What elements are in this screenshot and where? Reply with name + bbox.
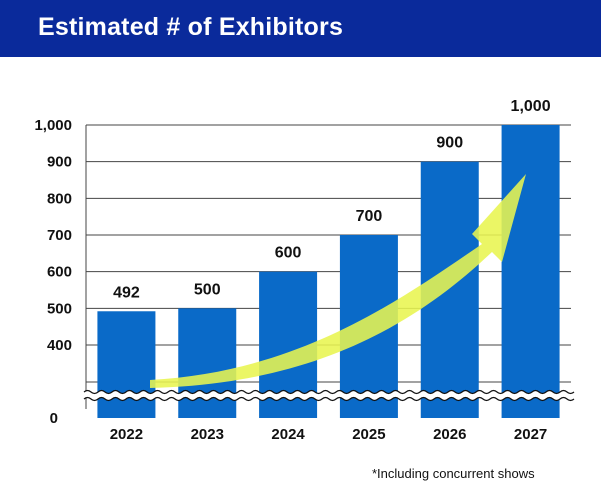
bar-2023 — [178, 308, 237, 418]
data-label: 1,000 — [511, 98, 551, 115]
data-label: 700 — [356, 208, 383, 225]
x-tick-label: 2027 — [514, 426, 547, 443]
trend-arrow — [150, 174, 526, 388]
y-tick-label: 600 — [47, 264, 72, 281]
y-tick-label: 800 — [47, 190, 72, 207]
x-tick-label: 2024 — [271, 426, 305, 443]
data-label: 900 — [436, 135, 463, 152]
x-tick-label: 2022 — [110, 426, 143, 443]
data-label: 500 — [194, 281, 221, 298]
x-tick-label: 2025 — [352, 426, 385, 443]
axis-break-band — [84, 390, 574, 401]
trend-arrow-shape — [150, 174, 526, 388]
axis-break — [83, 389, 575, 402]
chart-title: Estimated # of Exhibitors — [38, 13, 344, 41]
y-tick-label: 700 — [47, 227, 72, 244]
labels: 400 500 600 700 800 900 1,000 0 2022 2023 2024 2025… — [34, 98, 550, 443]
data-label: 600 — [275, 245, 302, 262]
y-tick-label: 900 — [47, 154, 72, 171]
y-tick-label: 400 — [47, 337, 72, 354]
x-tick-label: 2026 — [433, 426, 466, 443]
axis-break-line-top — [83, 389, 575, 395]
axis-break-line-bottom — [83, 396, 575, 402]
bar-2022 — [97, 311, 156, 418]
bar-chart: 400 500 600 700 800 900 1,000 0 2022 2023 2024 2025… — [34, 98, 575, 443]
y-zero-label: 0 — [50, 410, 58, 427]
x-tick-label: 2023 — [191, 426, 224, 443]
y-tick-label: 1,000 — [34, 117, 72, 134]
bar-2027 — [501, 125, 560, 418]
grid-lines — [85, 124, 571, 409]
data-label: 492 — [113, 284, 140, 301]
header-bar: Estimated # of Exhibitors — [0, 0, 601, 57]
footnote: *Including concurrent shows — [372, 466, 535, 481]
y-tick-label: 500 — [47, 300, 72, 317]
